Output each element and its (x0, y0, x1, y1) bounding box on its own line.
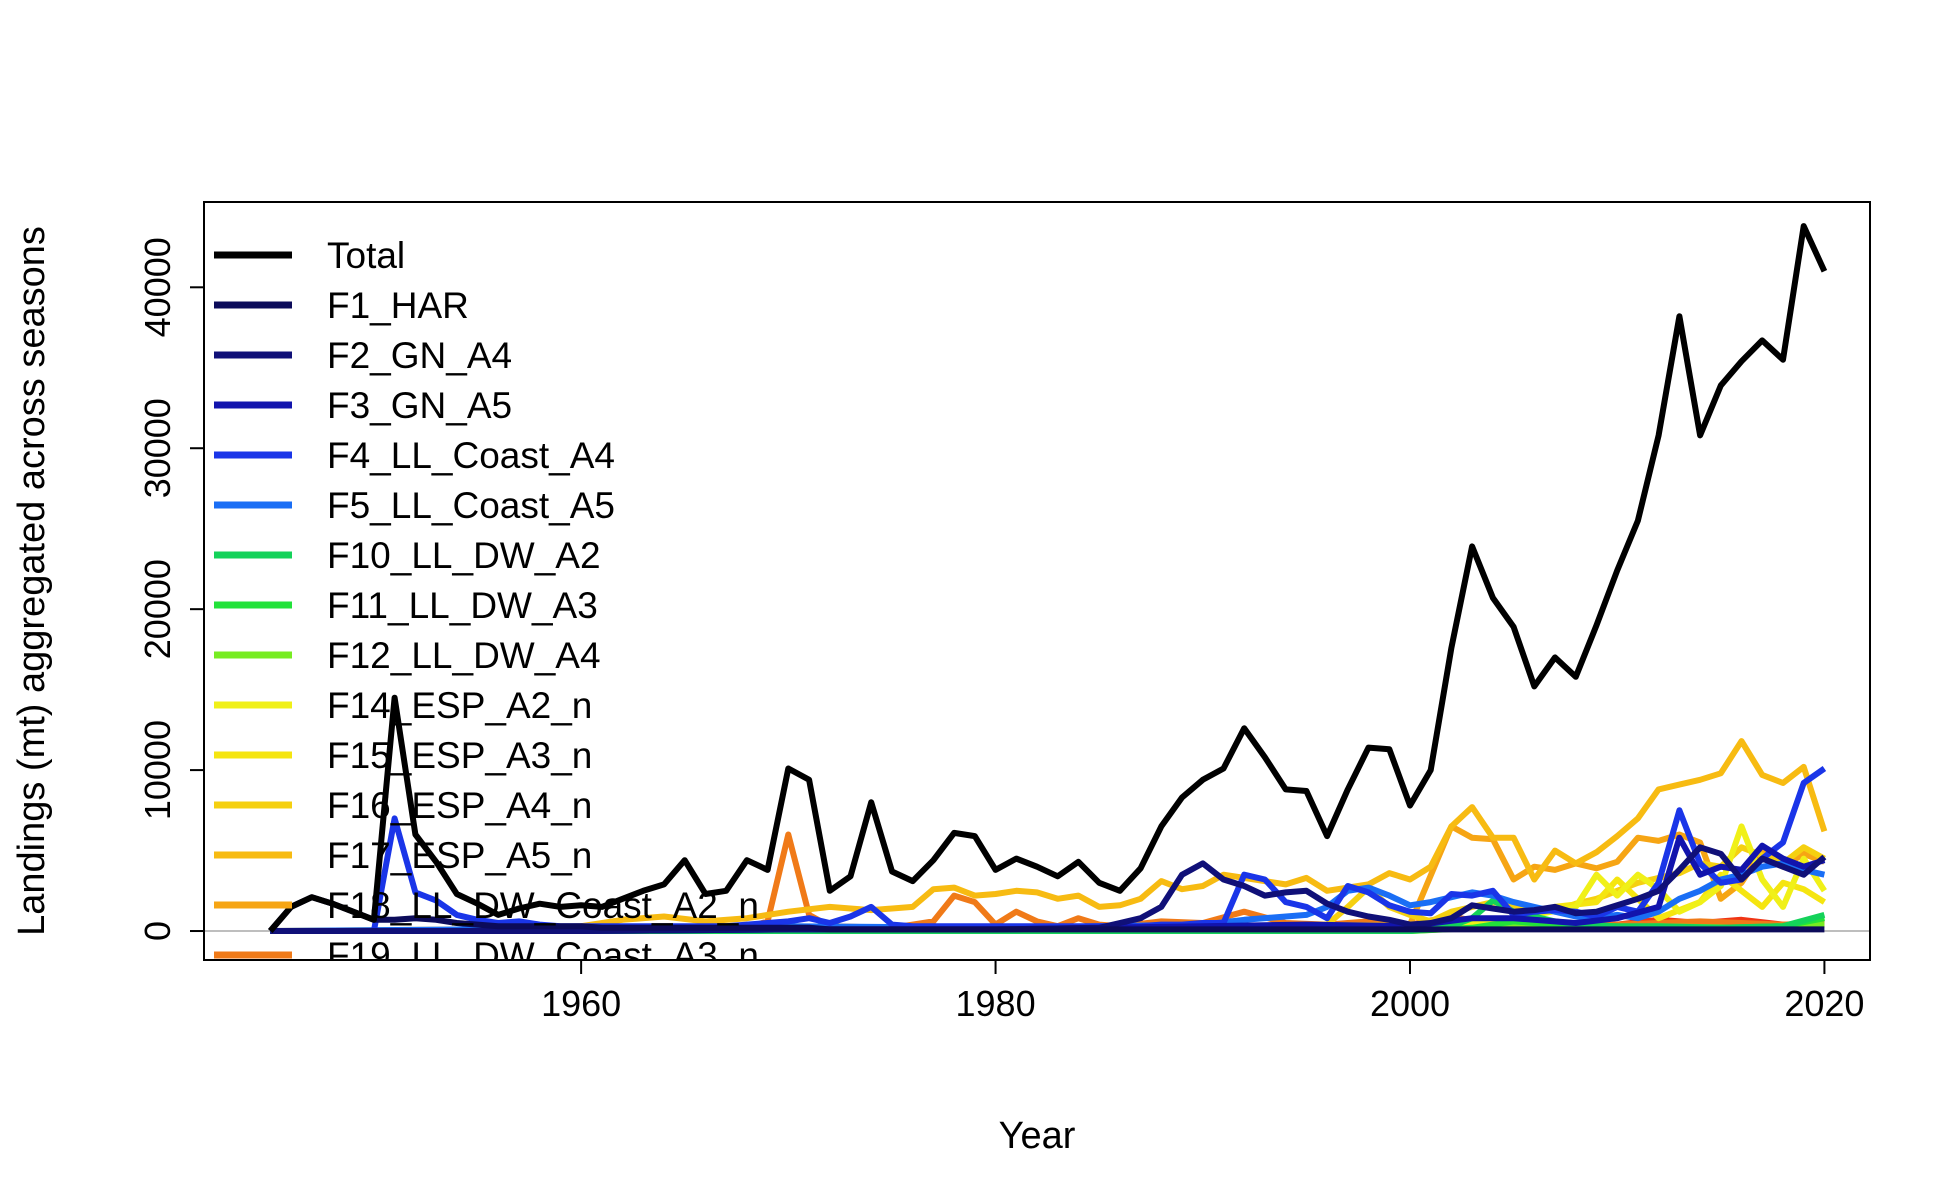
y-tick-label: 10000 (137, 720, 178, 820)
legend-label: F15_ESP_A3_n (327, 735, 592, 776)
series-line-2 (268, 894, 1825, 933)
y-axis-label: Landings (mt) aggregated across seasons (11, 226, 53, 936)
y-tick-label: 0 (137, 921, 178, 941)
legend-label: F3_GN_A5 (327, 385, 512, 426)
y-tick-label: 40000 (137, 237, 178, 337)
y-tick-label: 30000 (137, 398, 178, 498)
x-tick-label: 2020 (1784, 983, 1864, 1024)
legend-label: F4_LL_Coast_A4 (327, 435, 615, 476)
legend-label: F2_GN_A4 (327, 335, 512, 376)
x-tick-label: 1960 (541, 983, 621, 1024)
legend-label: F16_ESP_A4_n (327, 785, 592, 826)
legend: Total F1_HAR F2_GN_A4 F3_GN_A5 F4_LL_Coast_A… (214, 235, 759, 976)
axes-layer: 1960 1980 2000 2020 0 10000 20000 30000 40000 (137, 237, 1864, 1024)
y-tick-label: 20000 (137, 559, 178, 659)
legend-label: F11_LL_DW_A3 (327, 585, 598, 626)
x-tick-label: 1980 (956, 983, 1036, 1024)
series-line-3 (270, 844, 1827, 934)
legend-label: F5_LL_Coast_A5 (327, 485, 615, 526)
series-line-1 (268, 223, 1828, 933)
legend-label: F18_LL_DW_Coast_A2_n (327, 885, 759, 926)
legend-label: Total (327, 235, 405, 276)
series-layer (204, 223, 1870, 934)
legend-label: F19_LL_DW_Coast_A3_n (327, 935, 759, 976)
legend-label: F1_HAR (327, 285, 469, 326)
x-axis-label: Year (999, 1115, 1076, 1157)
x-tick-label: 2000 (1370, 983, 1450, 1024)
legend-label: F14_ESP_A2_n (327, 685, 592, 726)
legend-label: F12_LL_DW_A4 (327, 635, 601, 676)
legend-label: F10_LL_DW_A2 (327, 535, 601, 576)
legend-entries: Total F1_HAR F2_GN_A4 F3_GN_A5 F4_LL_Coast_A… (214, 235, 759, 976)
legend-label: F17_ESP_A5_n (327, 835, 592, 876)
